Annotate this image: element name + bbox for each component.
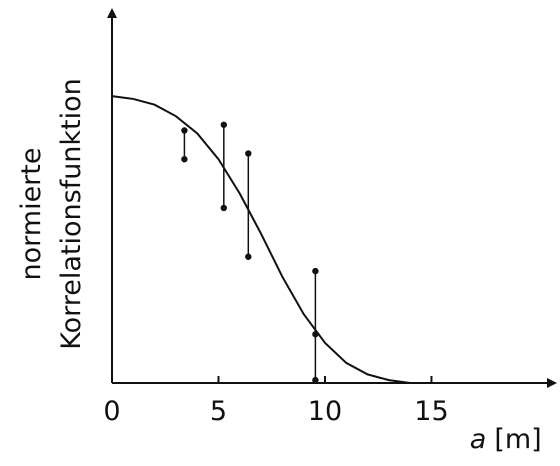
- error-bar-high: [181, 127, 188, 134]
- error-bar-low: [181, 156, 188, 163]
- x-tick-label: 15: [414, 396, 448, 427]
- y-axis-label: Korrelationsfunktion: [56, 78, 87, 350]
- error-bar-low: [312, 376, 319, 384]
- error-bar-high: [312, 267, 319, 275]
- error-bar-high: [220, 121, 228, 128]
- error-bar-low: [245, 253, 252, 260]
- x-tick-label: 0: [103, 396, 120, 427]
- curve: [111, 95, 485, 384]
- x-tick-label: 10: [308, 396, 342, 427]
- y-axis-label: normierte: [16, 148, 47, 281]
- point: [312, 331, 319, 338]
- x-tick-label: 5: [210, 396, 227, 427]
- error-bar-high: [245, 150, 252, 157]
- error-bar-low: [220, 204, 228, 212]
- x-axis-symbol: a: [470, 424, 487, 455]
- x-axis-unit: [m]: [494, 424, 541, 455]
